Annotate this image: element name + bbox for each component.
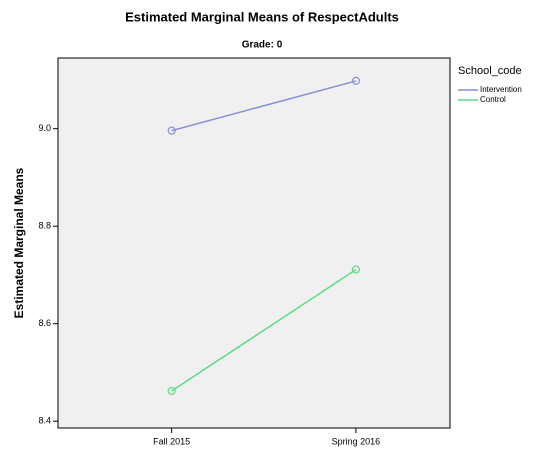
point-marker xyxy=(167,386,176,396)
chart-title: Estimated Marginal Means of RespectAdult… xyxy=(125,9,399,24)
legend-label: Intervention xyxy=(480,85,522,94)
point-marker xyxy=(351,265,361,274)
y-tick-label: 8.6 xyxy=(38,318,51,328)
series-line xyxy=(171,268,357,392)
point-marker xyxy=(167,126,176,135)
legend-label: Control xyxy=(480,95,506,104)
legend-title: School_code xyxy=(458,65,522,77)
y-tick-label: 8.4 xyxy=(38,416,51,426)
y-tick-label: 8.8 xyxy=(38,221,51,231)
point-marker xyxy=(351,76,361,86)
series-line xyxy=(171,80,357,132)
y-tick-label: 9.0 xyxy=(38,123,51,133)
y-axis-label: Estimated Marginal Means xyxy=(12,167,26,318)
x-tick-label: Fall 2015 xyxy=(153,436,190,446)
chart-subtitle: Grade: 0 xyxy=(242,40,283,51)
plot-area xyxy=(57,57,451,429)
x-tick-label: Spring 2016 xyxy=(332,436,381,446)
